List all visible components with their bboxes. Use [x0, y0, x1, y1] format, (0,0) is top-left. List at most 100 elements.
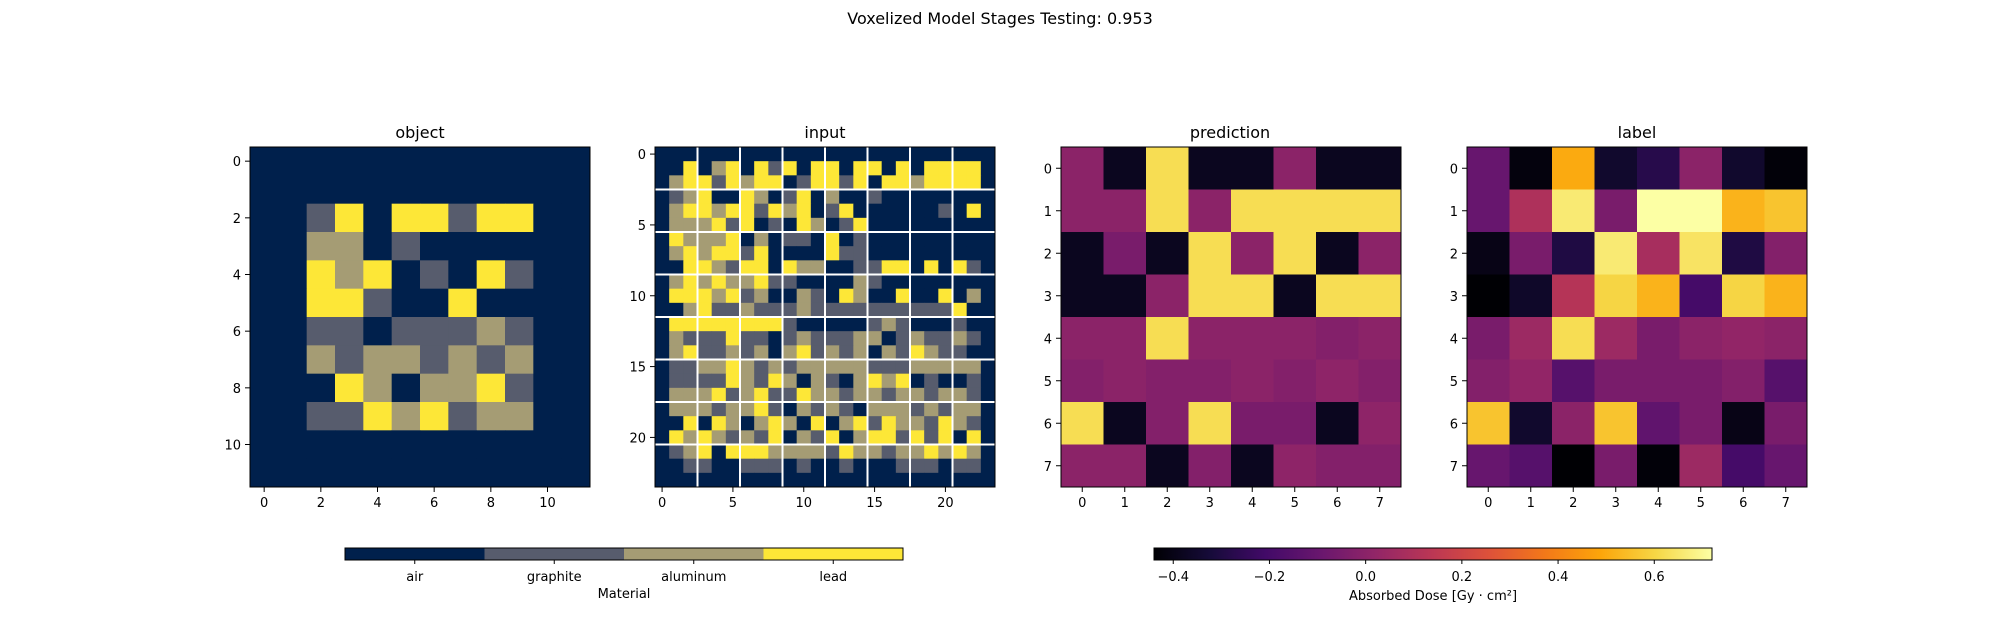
input-cell — [881, 288, 897, 304]
object-cell — [363, 402, 393, 431]
input-cell — [966, 274, 982, 290]
input-cell — [881, 387, 897, 403]
input-cell — [725, 147, 741, 162]
input-cell — [980, 345, 996, 360]
input-cell — [711, 458, 727, 474]
input-cell — [697, 458, 713, 474]
input-cell — [938, 203, 953, 219]
input-cell — [910, 458, 925, 474]
input-cell — [881, 260, 897, 275]
label-cell — [1679, 232, 1723, 275]
input-cell — [924, 331, 939, 346]
input-cell — [725, 416, 741, 431]
input-cell — [810, 232, 826, 247]
object-cell — [391, 232, 421, 261]
input-cell — [867, 317, 883, 332]
input-cell — [683, 147, 698, 162]
input-cell — [839, 345, 854, 360]
input-cell — [938, 274, 953, 290]
input-cell — [910, 402, 925, 417]
material-colorbar-label: Material — [598, 587, 651, 602]
x-tick-label: 7 — [1376, 496, 1384, 511]
input-cell — [782, 302, 798, 318]
input-cell — [895, 472, 911, 488]
input-cell — [839, 217, 854, 233]
input-cell — [796, 147, 812, 162]
input-cell — [683, 260, 698, 275]
object-cell — [476, 402, 506, 431]
input-cell — [754, 232, 769, 247]
input-cell — [895, 161, 911, 176]
input-cell — [754, 260, 769, 275]
input-cell — [782, 472, 798, 488]
object-cell — [278, 317, 308, 346]
input-cell — [683, 288, 698, 304]
object-cell — [476, 232, 506, 261]
input-cell — [796, 288, 812, 304]
object-cell — [533, 430, 563, 460]
input-cell — [825, 331, 840, 346]
label-cell — [1764, 147, 1808, 190]
input-cell — [881, 472, 897, 488]
input-cell — [768, 373, 783, 389]
label-cell — [1509, 402, 1553, 445]
object-cell — [250, 458, 279, 488]
input-cell — [697, 472, 713, 488]
prediction-cell — [1061, 317, 1104, 360]
object-cell — [363, 317, 393, 346]
input-cell — [853, 147, 868, 162]
label-cell — [1552, 317, 1595, 360]
label-cell — [1637, 147, 1680, 190]
input-cell — [669, 161, 684, 176]
input-cell — [895, 345, 911, 360]
x-tick-label: 6 — [430, 496, 438, 511]
input-cell — [711, 317, 727, 332]
label-title: label — [1618, 123, 1657, 142]
object-cell — [420, 232, 449, 261]
object-cell — [448, 345, 478, 375]
input-cell — [952, 458, 968, 474]
input-cell — [711, 161, 727, 176]
input-cell — [895, 444, 911, 460]
input-cell — [938, 430, 953, 445]
input-cell — [980, 458, 996, 474]
input-cell — [810, 302, 826, 318]
label-cell — [1509, 189, 1553, 233]
label-cell — [1637, 232, 1680, 275]
input-cell — [754, 274, 769, 290]
input-cell — [853, 317, 868, 332]
input-cell — [697, 416, 713, 431]
input-cell — [910, 444, 925, 460]
input-cell — [697, 317, 713, 332]
input-cell — [725, 444, 741, 460]
y-tick-label: 5 — [1450, 375, 1458, 390]
input-cell — [966, 331, 982, 346]
input-cell — [754, 203, 769, 219]
input-cell — [895, 416, 911, 431]
x-tick-label: 4 — [1248, 496, 1256, 511]
input-cell — [725, 387, 741, 403]
prediction-cell — [1358, 444, 1402, 488]
input-cell — [825, 416, 840, 431]
input-cell — [711, 402, 727, 417]
object-cell — [335, 147, 364, 176]
input-cell — [810, 217, 826, 233]
input-cell — [782, 260, 798, 275]
object-cell — [420, 203, 449, 233]
input-cell — [669, 444, 684, 460]
x-tick-label: 7 — [1782, 496, 1790, 511]
prediction-cell — [1146, 402, 1189, 445]
prediction-cell — [1316, 147, 1359, 190]
label-cell — [1594, 232, 1638, 275]
input-cell — [853, 189, 868, 205]
input-cell — [825, 274, 840, 290]
input-cell — [867, 302, 883, 318]
input-cell — [839, 472, 854, 488]
input-cell — [725, 472, 741, 488]
input-cell — [655, 416, 670, 431]
label-cell — [1722, 189, 1765, 233]
prediction-cell — [1061, 274, 1104, 318]
input-cell — [825, 302, 840, 318]
input-cell — [711, 217, 727, 233]
input-cell — [910, 203, 925, 219]
